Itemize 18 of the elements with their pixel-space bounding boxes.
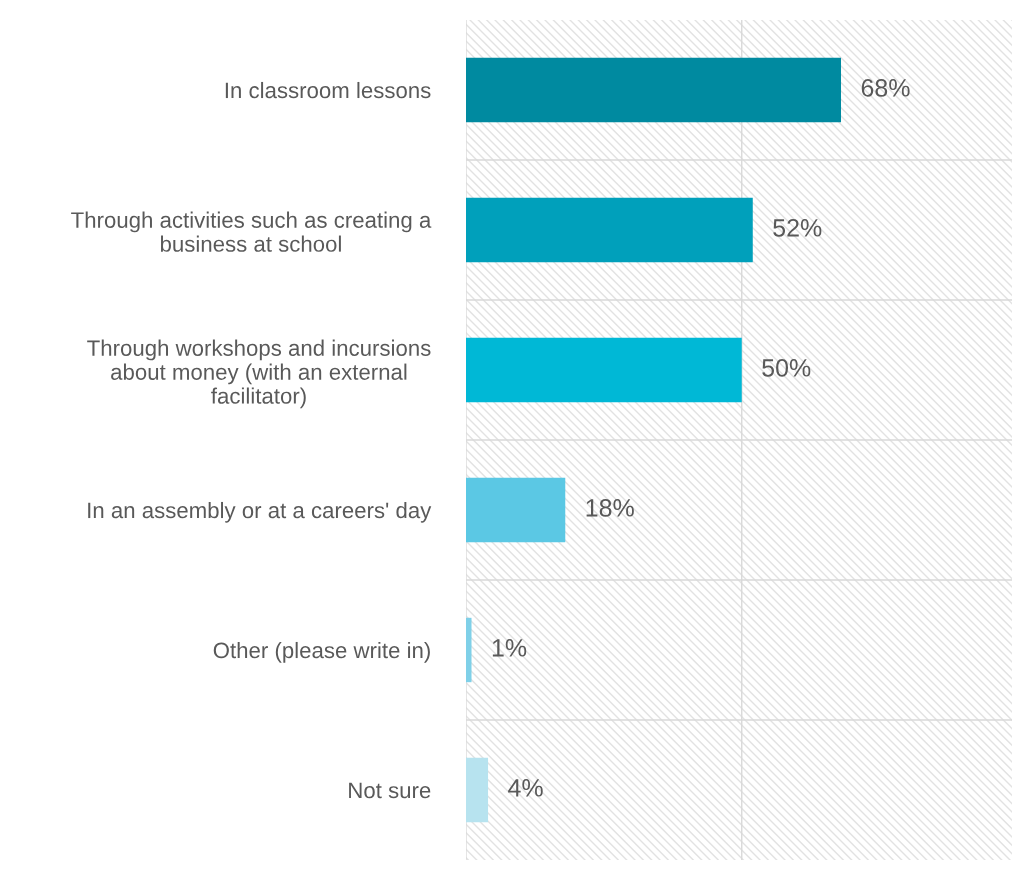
bar: [466, 197, 753, 263]
y-tick-label: Not sure: [349, 782, 431, 799]
data-label: 18%: [586, 499, 634, 517]
data-label: 52%: [773, 219, 822, 237]
bar: [466, 477, 566, 543]
y-tick-label: In an assembly or at a careers' day: [88, 501, 432, 523]
y-tick-label: In classroom lessons: [225, 81, 431, 99]
data-label: 4%: [508, 779, 543, 797]
data-label: 68%: [861, 79, 910, 97]
y-tick-label: Other (please write in): [213, 641, 430, 663]
bar: [466, 757, 489, 823]
bar: [466, 337, 742, 403]
y-tick-label: Through workshops and incursions about money (with an external facilitator): [87, 339, 431, 409]
y-tick-label: Through activities such as creating a business at school: [71, 211, 432, 252]
data-label: 50%: [762, 359, 811, 377]
data-label: 1%: [492, 639, 527, 657]
bar: [466, 57, 842, 123]
bar: [466, 617, 472, 683]
